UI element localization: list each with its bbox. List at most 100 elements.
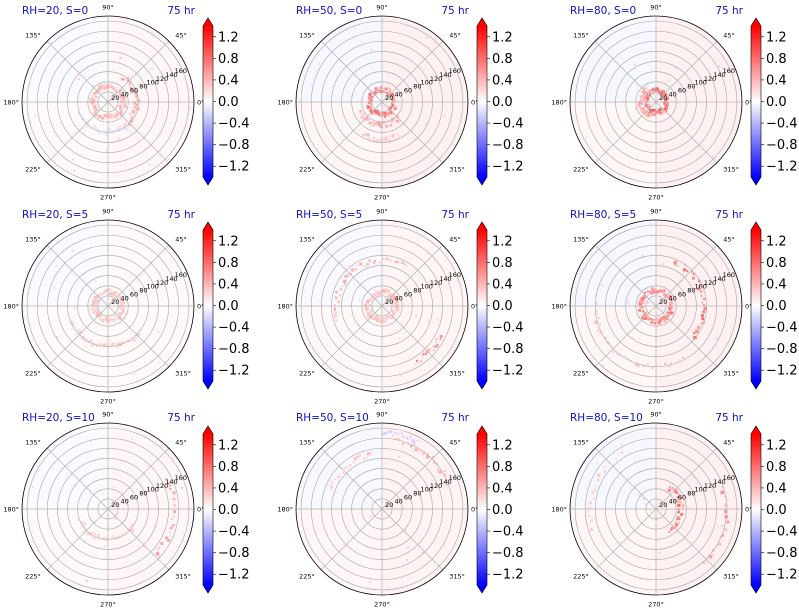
field-cell	[106, 35, 108, 38]
field-cell	[383, 320, 386, 323]
field-cell	[103, 292, 106, 295]
field-cell	[726, 520, 730, 524]
field-cell	[632, 498, 635, 501]
angle-tick-label: 45°	[723, 438, 735, 446]
field-cell	[641, 300, 645, 304]
angular-gridline	[107, 40, 170, 103]
field-cell	[387, 289, 390, 292]
field-cell	[159, 249, 161, 252]
field-cell	[640, 577, 643, 580]
field-cell	[95, 299, 99, 303]
field-cell	[130, 115, 133, 118]
field-cell	[80, 134, 83, 137]
field-cell	[613, 317, 616, 320]
field-cell	[120, 97, 122, 100]
field-cell	[55, 265, 58, 267]
colorbar: 1.2 0.8 0.4 0.0 −0.4 −0.8 −1.2	[476, 425, 524, 594]
field-cell	[653, 513, 656, 516]
angle-tick-label: 90°	[102, 411, 114, 419]
colorbar-tick-label: 0.8	[218, 460, 239, 475]
field-cell	[650, 233, 653, 236]
angle-tick-label: 0°	[197, 99, 204, 107]
field-cell	[397, 433, 399, 436]
field-cell	[649, 318, 653, 321]
field-cell	[657, 321, 661, 325]
field-cell	[641, 310, 645, 313]
field-cell	[664, 106, 667, 109]
field-cell	[352, 461, 355, 464]
field-cell	[698, 284, 701, 287]
field-cell	[636, 363, 640, 367]
field-cell	[395, 302, 399, 306]
colorbar: 1.2 0.8 0.4 0.0 −0.4 −0.8 −1.2	[750, 221, 798, 390]
field-cell	[697, 325, 701, 329]
field-cell	[173, 503, 176, 506]
field-cell	[379, 261, 381, 263]
field-cell	[114, 291, 118, 294]
field-cell	[114, 315, 117, 318]
field-cell	[604, 329, 606, 332]
field-cell	[373, 260, 376, 263]
field-cell	[105, 317, 108, 320]
field-cell	[331, 486, 334, 489]
field-cell	[653, 318, 655, 321]
field-cell	[343, 279, 347, 284]
field-cell	[641, 255, 644, 258]
field-cell	[428, 365, 431, 367]
angle-tick-label: 180°	[277, 99, 293, 107]
field-cell	[406, 437, 408, 440]
colorbar-tick-label: 0.0	[218, 299, 239, 314]
field-cell	[654, 90, 657, 93]
field-cell	[670, 300, 672, 302]
radial-tick-label: 60	[678, 86, 686, 94]
colorbar-body	[203, 230, 213, 381]
field-cell	[435, 338, 438, 341]
radial-tick-label: 20	[111, 501, 119, 509]
field-cell	[334, 296, 338, 300]
angle-tick-label: 90°	[650, 411, 662, 419]
field-cell	[94, 104, 97, 107]
field-cell	[94, 91, 97, 95]
field-cell	[391, 299, 395, 303]
field-cell	[671, 298, 673, 300]
angle-tick-label: 315°	[175, 166, 191, 174]
field-cell	[370, 96, 373, 99]
field-cell	[390, 578, 392, 581]
field-cell	[639, 145, 642, 148]
angular-gridline	[46, 244, 109, 307]
field-cell	[390, 260, 392, 262]
field-cell	[721, 525, 723, 527]
field-cell	[683, 512, 686, 515]
field-cell	[366, 105, 370, 109]
field-cell	[369, 580, 372, 583]
radial-tick-label: 40	[121, 497, 129, 505]
field-cell	[677, 511, 680, 514]
field-cell	[85, 124, 89, 128]
field-cell	[91, 84, 94, 87]
radial-tick-label: 20	[659, 298, 667, 306]
field-cell	[372, 136, 376, 140]
field-cell	[410, 28, 413, 31]
field-cell	[96, 128, 100, 131]
field-cell	[76, 328, 80, 332]
field-cell	[616, 353, 619, 356]
field-cell	[117, 312, 119, 314]
field-cell	[438, 470, 442, 474]
field-cell	[599, 94, 602, 97]
polar-panel: 0°45°90°135°180°225°270°315°20 40 60 801001…	[277, 208, 523, 406]
field-cell	[386, 96, 389, 99]
colorbar-tick-label: 0.8	[766, 52, 787, 67]
field-cell	[103, 545, 106, 548]
field-cell	[368, 298, 372, 302]
field-cell	[651, 546, 654, 549]
field-cell	[641, 315, 645, 319]
field-cell	[362, 457, 365, 460]
field-cell	[47, 524, 50, 527]
field-cell	[110, 130, 113, 132]
field-cell	[121, 300, 125, 303]
field-cell	[398, 455, 401, 458]
field-cell	[74, 307, 76, 310]
field-cell	[110, 113, 113, 116]
field-cell	[647, 294, 649, 297]
field-cell	[594, 320, 598, 324]
